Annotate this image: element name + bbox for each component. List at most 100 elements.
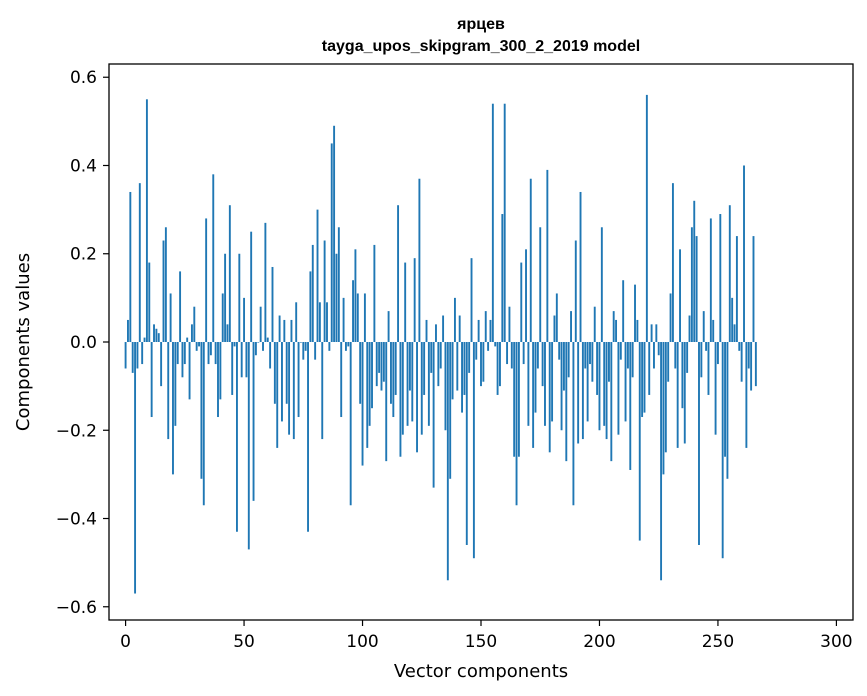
bar-237: [686, 342, 689, 373]
bar-179: [548, 342, 551, 453]
bar-141: [458, 315, 461, 342]
bar-79: [311, 244, 314, 342]
bar-49: [240, 342, 243, 378]
bar-122: [413, 258, 416, 342]
bar-239: [690, 227, 693, 342]
bar-47: [236, 342, 238, 532]
bar-75: [302, 342, 305, 360]
bar-190: [574, 240, 577, 342]
bar-119: [406, 342, 409, 426]
bar-146: [470, 258, 473, 342]
bar-173: [534, 342, 537, 413]
bar-197: [591, 342, 594, 382]
y-tick-label: −0.2: [56, 421, 97, 441]
bar-56: [257, 342, 260, 343]
bar-260: [740, 342, 743, 382]
bar-33: [202, 342, 205, 506]
bar-65: [278, 315, 281, 342]
bar-216: [636, 319, 639, 342]
bar-40: [219, 342, 222, 400]
bar-58: [262, 342, 264, 351]
bar-124: [418, 178, 421, 342]
bar-112: [390, 342, 392, 404]
chart-title: ярцев: [456, 16, 505, 33]
bar-67: [283, 319, 286, 342]
bar-233: [676, 342, 679, 448]
bar-201: [600, 227, 603, 342]
bar-114: [394, 342, 397, 395]
bar-157: [496, 342, 499, 395]
bar-158: [499, 342, 501, 387]
bar-106: [375, 342, 378, 387]
bar-80: [314, 342, 317, 360]
bar-132: [437, 342, 440, 387]
bar-130: [432, 342, 435, 488]
bar-62: [271, 266, 274, 342]
bar-98: [356, 293, 359, 342]
bar-186: [565, 342, 568, 462]
bar-219: [643, 342, 646, 413]
bar-211: [624, 342, 627, 422]
bar-229: [667, 342, 670, 382]
bar-143: [463, 342, 466, 395]
bar-68: [285, 342, 288, 404]
bar-192: [579, 191, 582, 342]
bar-21: [174, 342, 177, 426]
bar-207: [615, 319, 618, 342]
bar-108: [380, 342, 383, 391]
bar-89: [335, 253, 338, 342]
bar-94: [347, 342, 350, 347]
bar-228: [664, 342, 667, 453]
bar-160: [503, 103, 506, 343]
bar-138: [451, 342, 454, 400]
bar-37: [212, 174, 215, 342]
bar-53: [250, 231, 253, 342]
bar-93: [344, 342, 347, 351]
bar-92: [342, 297, 345, 342]
bar-126: [423, 342, 426, 395]
bar-59: [264, 222, 267, 342]
bar-11: [150, 342, 153, 418]
y-axis-label: Components values: [13, 253, 34, 431]
bar-135: [444, 342, 447, 431]
bar-177: [544, 342, 546, 426]
bar-66: [281, 342, 283, 422]
bar-240: [693, 200, 696, 342]
bar-189: [572, 342, 575, 506]
bar-167: [520, 262, 523, 342]
bar-84: [323, 240, 326, 342]
bar-95: [349, 342, 352, 506]
bar-117: [401, 342, 404, 435]
bar-151: [482, 342, 485, 382]
bar-27: [188, 342, 191, 400]
bar-232: [674, 342, 677, 369]
bar-91: [340, 342, 343, 418]
bar-3: [131, 342, 134, 373]
bar-123: [416, 342, 418, 453]
bar-48: [238, 253, 241, 342]
bar-183: [558, 342, 561, 360]
bar-226: [660, 342, 663, 581]
bar-142: [461, 342, 463, 413]
bar-205: [610, 342, 613, 462]
bar-16: [162, 240, 165, 342]
bar-97: [354, 249, 357, 342]
bar-251: [719, 214, 722, 342]
bar-225: [657, 342, 660, 356]
bar-176: [541, 342, 544, 387]
bar-129: [430, 342, 433, 373]
bar-221: [648, 342, 651, 395]
bar-29: [193, 306, 196, 342]
bar-30: [195, 342, 198, 351]
bar-262: [745, 342, 748, 448]
bar-38: [214, 342, 217, 365]
bar-14: [157, 333, 160, 342]
bar-210: [622, 280, 625, 342]
bar-42: [224, 253, 227, 342]
bar-208: [617, 342, 620, 435]
y-tick-label: −0.4: [56, 510, 97, 530]
x-axis: 0 50 100 150 200 250 300: [120, 620, 853, 652]
bar-148: [475, 342, 478, 360]
bar-152: [484, 311, 487, 342]
bar-261: [743, 165, 745, 342]
